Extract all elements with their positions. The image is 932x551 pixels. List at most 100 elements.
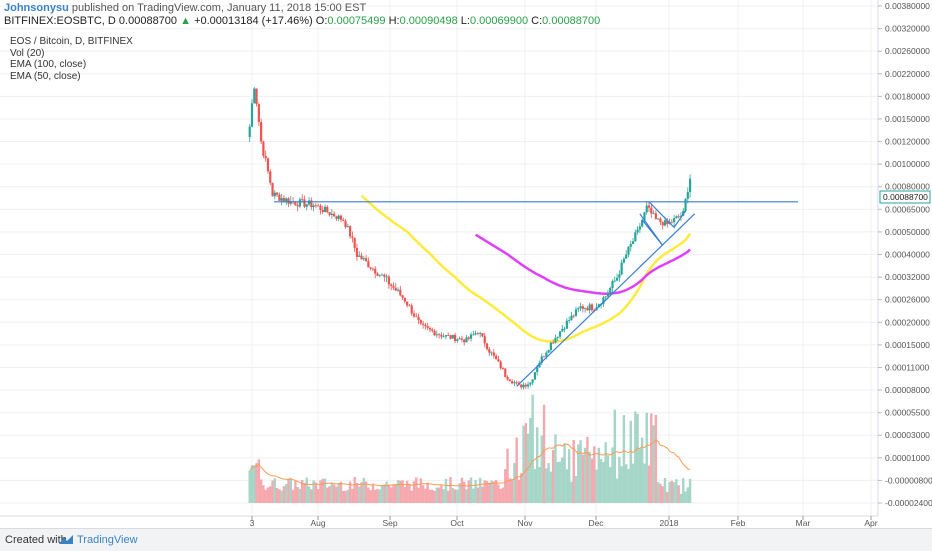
candle	[385, 274, 388, 283]
candle	[266, 157, 270, 174]
volume-bar	[510, 479, 514, 503]
volume-bar	[351, 488, 354, 503]
volume-bar	[469, 477, 473, 503]
volume-bar	[337, 483, 340, 503]
price-tick-label: 0.00026000	[885, 295, 930, 305]
tradingview-link[interactable]: TradingView	[77, 534, 138, 546]
candle	[394, 282, 397, 292]
volume-bar	[449, 477, 452, 503]
candle	[349, 224, 352, 239]
volume-bar	[636, 413, 639, 503]
volume-bar	[540, 435, 543, 503]
candle	[399, 285, 402, 297]
price-tick-label: 0.00003000	[885, 430, 930, 440]
volume-bar	[606, 455, 610, 503]
candle	[449, 334, 452, 340]
candle	[479, 331, 482, 338]
candle	[422, 320, 425, 329]
volume-bar	[278, 489, 281, 503]
triangle-right[interactable]	[648, 201, 687, 229]
candle	[428, 326, 432, 333]
candle	[524, 382, 527, 389]
volume-bar	[492, 481, 496, 503]
volume-bar	[536, 427, 539, 503]
candle	[396, 287, 400, 292]
candle	[661, 221, 664, 230]
volume-bar	[257, 459, 261, 503]
rising-trendline[interactable]	[516, 213, 696, 387]
candle	[499, 359, 502, 370]
candle	[323, 204, 327, 213]
volume-bar	[417, 487, 420, 503]
candle	[485, 342, 489, 351]
candle	[511, 379, 514, 385]
volume-bar	[647, 465, 651, 503]
volume-bar	[360, 482, 363, 503]
candle	[513, 380, 516, 387]
candle	[456, 338, 459, 343]
time-tick-label: Aug	[310, 518, 325, 528]
legend-ema50[interactable]: EMA (50, close)	[10, 70, 81, 82]
volume-bar	[371, 483, 375, 503]
volume-bar	[435, 487, 439, 503]
author-name[interactable]: Johnsonysu	[4, 2, 69, 14]
candle	[556, 336, 559, 342]
candle	[269, 169, 272, 186]
triangle-left[interactable]	[639, 213, 664, 246]
volume-bar	[545, 468, 548, 503]
candle	[374, 266, 377, 279]
volume-bar	[524, 423, 528, 503]
volume-bar	[339, 481, 343, 503]
volume-bar	[620, 466, 623, 503]
price-axis[interactable]: 0.00380000 0.00320000 0.00260000 0.00220000…	[878, 1, 932, 508]
volume-bar	[688, 478, 692, 503]
legend-ema100[interactable]: EMA (100, close)	[10, 59, 87, 70]
legend-vol[interactable]: Vol (20)	[10, 47, 45, 59]
candle	[469, 332, 473, 342]
candle	[501, 366, 505, 370]
volume-bar	[394, 484, 397, 503]
volume-bar	[599, 459, 603, 503]
volume-bar	[303, 482, 306, 503]
time-tick-label: Oct	[450, 518, 464, 528]
candle	[638, 222, 641, 234]
trend-drawings[interactable]	[274, 201, 798, 387]
candle	[289, 196, 292, 206]
volume-bar	[462, 481, 466, 503]
volume-bar	[558, 461, 562, 503]
price-chart[interactable]: 0.00380000 0.00320000 0.00260000 0.00220000…	[0, 0, 932, 528]
volume-bar	[570, 481, 573, 503]
volume-bar	[419, 478, 423, 503]
volume-bar	[271, 480, 274, 503]
volume-bar	[504, 469, 507, 503]
volume-bar	[579, 440, 582, 503]
candle	[579, 302, 582, 312]
candle	[371, 267, 375, 272]
legend-title[interactable]: EOS / Bitcoin, D, BITFINEX	[10, 36, 133, 47]
close-value: 0.00088700	[542, 15, 601, 27]
candle	[581, 303, 584, 313]
volume-bar	[298, 488, 302, 503]
candle	[472, 330, 475, 336]
volume-bar	[458, 483, 461, 503]
candle	[260, 118, 263, 145]
volume-bar	[380, 485, 384, 503]
volume-bar	[645, 412, 648, 503]
volume-bar	[403, 487, 407, 503]
last-price-label: 0.00088700	[879, 190, 931, 204]
volume-bar	[253, 465, 256, 503]
volume-bar	[447, 490, 450, 503]
time-axis[interactable]: 3 Aug Sep Oct Nov Dec 2018 Feb Mar Apr	[250, 516, 878, 528]
price-tick-label: 0.00150000	[885, 114, 930, 124]
candle	[611, 279, 614, 294]
candle	[565, 318, 568, 330]
volume-bar	[456, 489, 459, 503]
candle	[351, 231, 354, 243]
time-tick-label: Apr	[864, 518, 877, 528]
volume-bar	[490, 480, 493, 503]
volume-bar	[453, 489, 457, 503]
chart-grid	[0, 0, 878, 516]
volume-bar	[255, 463, 258, 503]
volume-bar	[314, 482, 318, 503]
current-price: 0.00088700	[118, 15, 178, 27]
